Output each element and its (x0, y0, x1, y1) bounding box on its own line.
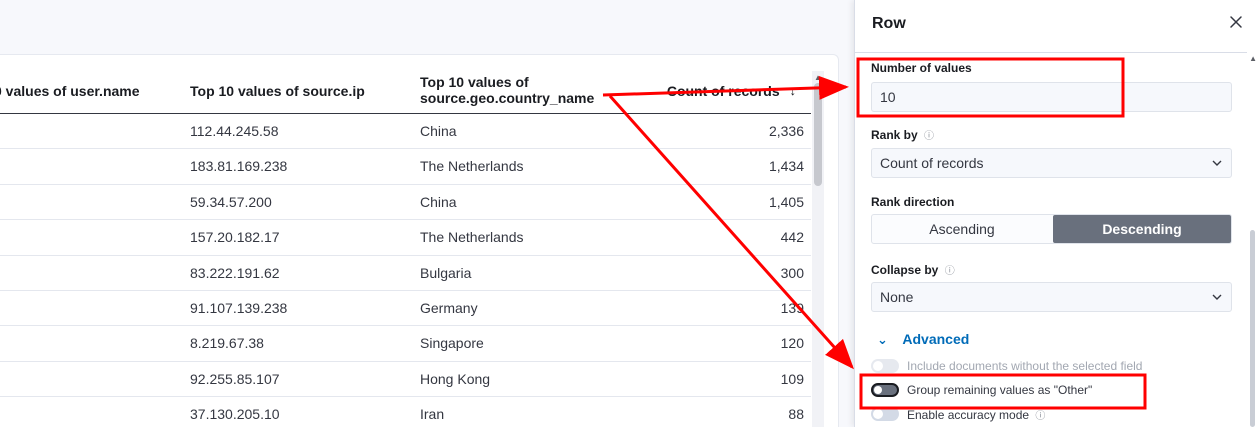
records-table: 0 values of user.name Top 10 values of s… (0, 54, 839, 427)
close-icon[interactable] (1229, 15, 1243, 29)
country-cell: The Netherlands (420, 158, 524, 175)
rank-by-help-icon[interactable]: ⓘ (924, 131, 935, 142)
rank-direction-label: Rank direction (871, 195, 955, 209)
table-header: 0 values of user.name Top 10 values of s… (0, 55, 811, 114)
count-column-header[interactable]: Count of records ↓ (667, 83, 796, 99)
rank-direction-toggle[interactable]: Ascending Descending (871, 214, 1232, 244)
country-cell: The Netherlands (420, 229, 524, 246)
accuracy-mode-switch[interactable] (871, 407, 899, 421)
collapse-by-help-icon[interactable]: ⓘ (944, 266, 955, 277)
chevron-down-icon: ⌄ (877, 332, 888, 347)
source-ip-cell: 92.255.85.107 (190, 370, 280, 387)
count-cell: 300 (780, 264, 804, 281)
row-settings-flyout: Row Number of values Rank by ⓘ Count of … (854, 0, 1258, 427)
country-cell: Bulgaria (420, 264, 472, 281)
group-other-switch[interactable] (871, 383, 899, 397)
accuracy-mode-label-text: Enable accuracy mode (907, 408, 1030, 422)
country-column-header-line-two: source.geo.country_name (420, 90, 595, 106)
count-column-label: Count of records (666, 83, 780, 99)
table-row[interactable]: 112.44.245.58 China 2,336 (0, 114, 811, 150)
source-ip-cell: 157.20.182.17 (190, 229, 280, 246)
collapse-by-label: Collapse by ⓘ (871, 262, 955, 277)
count-cell: 139 (780, 299, 804, 316)
table-vertical-scrollbar[interactable]: ▲ (812, 71, 824, 427)
source-ip-cell: 37.130.205.10 (190, 406, 280, 423)
source-ip-cell: 59.34.57.200 (190, 193, 272, 210)
table-rows: 112.44.245.58 China 2,336 183.81.169.238 The… (0, 114, 811, 427)
chevron-down-icon (1212, 294, 1222, 300)
country-cell: Singapore (420, 335, 484, 352)
country-column-header-line-one: Top 10 values of (420, 74, 529, 90)
rank-by-selected-value: Count of records (880, 155, 984, 171)
collapse-by-select[interactable]: None (871, 282, 1232, 312)
source-ip-cell: 83.222.191.62 (190, 264, 280, 281)
table-row[interactable]: 59.34.57.200 China 1,405 (0, 185, 811, 221)
accuracy-mode-label: Enable accuracy mode ⓘ (907, 407, 1045, 422)
count-cell: 2,336 (768, 123, 804, 139)
advanced-label: Advanced (902, 331, 970, 347)
source-ip-cell: 8.219.67.38 (190, 335, 264, 352)
descending-button[interactable]: Descending (1053, 215, 1231, 243)
include-documents-label: Include documents without the selected f… (907, 359, 1143, 373)
include-documents-switch (871, 359, 899, 373)
user-name-column-header[interactable]: 0 values of user.name (0, 83, 140, 99)
source-ip-cell: 91.107.139.238 (190, 299, 288, 316)
number-of-values-input[interactable] (871, 82, 1232, 112)
count-cell: 1,405 (768, 193, 804, 210)
chevron-down-icon (1212, 160, 1222, 166)
rank-by-select[interactable]: Count of records (871, 148, 1232, 178)
count-cell: 120 (780, 335, 804, 352)
table-row[interactable]: 183.81.169.238 The Netherlands 1,434 (0, 149, 811, 185)
count-cell: 88 (788, 406, 804, 423)
number-of-values-label: Number of values (871, 61, 972, 75)
accuracy-mode-help-icon[interactable]: ⓘ (1035, 411, 1046, 422)
count-cell: 109 (780, 370, 804, 387)
count-cell: 442 (780, 229, 804, 246)
rank-by-label: Rank by ⓘ (871, 127, 934, 142)
table-row[interactable]: 92.255.85.107 Hong Kong 109 (0, 362, 811, 398)
country-cell: Germany (420, 299, 478, 316)
country-cell: Iran (420, 406, 445, 423)
ascending-button[interactable]: Ascending (929, 221, 995, 237)
count-cell: 1,434 (768, 158, 804, 175)
table-row[interactable]: 83.222.191.62 Bulgaria 300 (0, 256, 811, 291)
flyout-scroll-up-icon[interactable]: ▲ (1249, 54, 1257, 63)
scroll-up-icon[interactable]: ▲ (814, 73, 822, 82)
collapse-by-selected-value: None (880, 289, 914, 305)
country-cell: China (420, 123, 457, 139)
table-row[interactable]: 157.20.182.17 The Netherlands 442 (0, 220, 811, 256)
flyout-title: Row (872, 15, 906, 32)
source-ip-cell: 112.44.245.58 (190, 123, 279, 139)
flyout-scroll-thumb[interactable] (1250, 230, 1255, 427)
country-cell: Hong Kong (420, 370, 491, 387)
table-row[interactable]: 8.219.67.38 Singapore 120 (0, 326, 811, 362)
advanced-section-toggle[interactable]: ⌄ Advanced (877, 331, 969, 348)
flyout-header: Row (855, 0, 1258, 53)
source-ip-cell: 183.81.169.238 (190, 158, 288, 175)
table-scroll-thumb[interactable] (814, 83, 822, 186)
group-other-label: Group remaining values as "Other" (907, 383, 1093, 397)
flyout-vertical-scrollbar[interactable]: ▲ (1247, 52, 1258, 427)
table-row[interactable]: 37.130.205.10 Iran 88 (0, 397, 811, 427)
collapse-by-label-text: Collapse by (871, 263, 939, 277)
country-cell: China (420, 193, 457, 210)
country-column-header[interactable]: Top 10 values of source.geo.country_name (420, 74, 594, 106)
table-row[interactable]: 91.107.139.238 Germany 139 (0, 291, 811, 327)
sort-descending-icon[interactable]: ↓ (789, 83, 797, 98)
rank-by-label-text: Rank by (871, 128, 918, 142)
source-ip-column-header[interactable]: Top 10 values of source.ip (190, 83, 365, 99)
